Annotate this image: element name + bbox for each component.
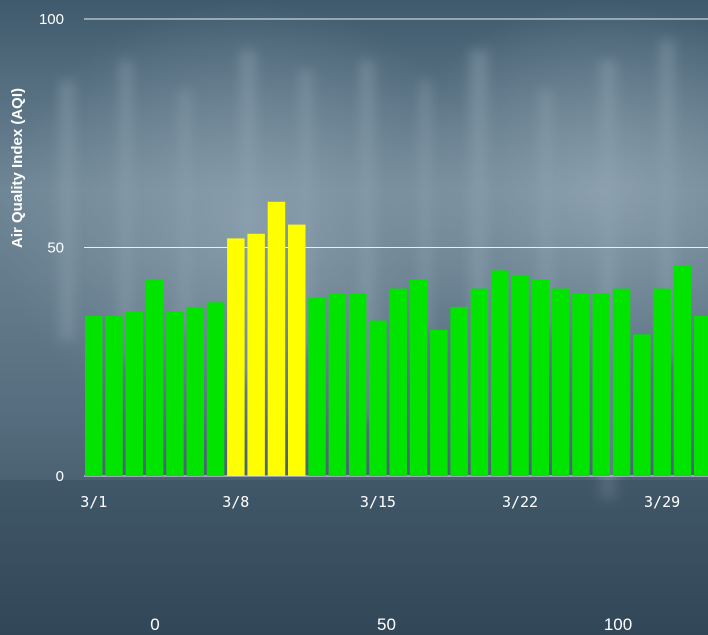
bar-3-16 (389, 288, 407, 476)
bar-3-30 (673, 265, 692, 476)
secondary-axis-ticks: 0 50 100 (150, 615, 632, 634)
bar-3-9 (247, 233, 265, 476)
x-tick-label-3-29: 3/29 (644, 493, 680, 511)
bar-3-17 (409, 279, 428, 476)
bar-3-31 (694, 316, 708, 476)
x-tick-label-3-1: 3/1 (80, 493, 107, 511)
bar-3-27 (612, 288, 631, 476)
bar-3-29 (653, 288, 671, 476)
bar-3-24 (551, 288, 570, 476)
bar-3-3 (125, 311, 144, 476)
x-axis-ticks: 3/1 3/8 3/15 3/22 3/29 (80, 493, 680, 511)
y-tick-label-50: 50 (47, 240, 64, 257)
bar-3-6 (186, 306, 204, 476)
x-tick-label-3-22: 3/22 (502, 493, 538, 511)
y-tick-label-0: 0 (56, 468, 64, 485)
bar-3-12 (308, 297, 326, 476)
bar-3-23 (531, 279, 550, 476)
x-tick-label-3-15: 3/15 (360, 493, 396, 511)
bar-3-14 (348, 293, 367, 476)
bar-3-22 (511, 274, 529, 476)
bar-3-18 (430, 329, 448, 476)
bar-3-21 (491, 270, 509, 476)
bar-3-2 (105, 316, 123, 476)
bar-3-19 (450, 306, 468, 476)
bar-3-7 (206, 302, 225, 476)
bar-3-28 (633, 334, 651, 476)
bar-3-13 (328, 293, 347, 476)
y-axis-ticks: 0 50 100 (39, 11, 64, 485)
secondary-axis-tick-50: 50 (377, 615, 396, 634)
secondary-axis-tick-100: 100 (604, 615, 632, 634)
y-axis-title: Air Quality Index (AQI) (9, 88, 26, 248)
bar-3-10 (267, 201, 286, 477)
secondary-axis-tick-0: 0 (150, 615, 159, 634)
bar-3-26 (592, 293, 610, 476)
bar-3-25 (572, 293, 590, 476)
bar-3-5 (166, 311, 184, 476)
bar-3-8 (227, 238, 245, 476)
y-tick-label-100: 100 (39, 11, 64, 28)
bar-3-20 (470, 288, 489, 476)
bar-3-4 (145, 279, 164, 476)
bar-3-15 (369, 320, 387, 476)
bars (85, 201, 708, 477)
x-tick-label-3-8: 3/8 (222, 493, 249, 511)
bar-3-1 (85, 316, 103, 476)
bar-3-11 (288, 224, 306, 476)
